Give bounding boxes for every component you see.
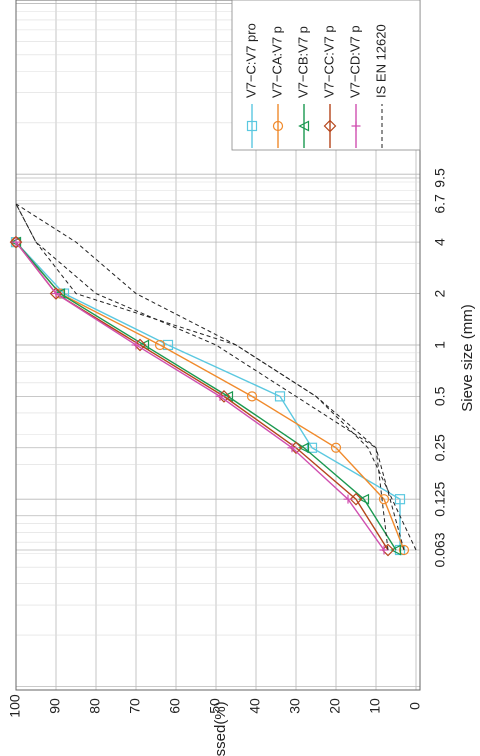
y-tick-label: 80 [87, 698, 103, 714]
x-tick-label: 0.25 [432, 434, 448, 461]
y-tick-label: 40 [247, 698, 263, 714]
data-point [323, 119, 337, 133]
y-axis-ticks: 0 10 20 30 40 50 60 70 80 90 100 [7, 694, 423, 718]
y-tick-label: 30 [287, 698, 303, 714]
data-point [274, 391, 286, 402]
x-tick-label: 4 [432, 238, 448, 246]
x-tick-label: 6.7 [432, 194, 448, 214]
data-point [330, 442, 342, 453]
legend: V7−C:V7 pro V7−CA:V7 p V7−CB:V7 p V7−CC:V7 … [231, 0, 421, 151]
x-tick-label: 0.063 [432, 532, 448, 567]
data-point [131, 340, 141, 350]
legend-label: V7−CC:V7 p [321, 25, 336, 98]
legend-label: IS EN 12620 [373, 24, 388, 98]
y-tick-label: 90 [47, 698, 63, 714]
y-tick-label: 100 [7, 694, 23, 718]
data-point [349, 492, 363, 506]
series [11, 237, 389, 555]
series-line [15, 203, 405, 551]
x-tick-label: 0.125 [432, 481, 448, 516]
legend-label: V7−CB:V7 p [295, 26, 310, 98]
data-point [9, 235, 23, 249]
y-tick-label: 50 [207, 698, 223, 714]
y-tick-label: 20 [327, 698, 343, 714]
data-point [11, 237, 21, 247]
legend-label: V7−CA:V7 p [269, 26, 284, 98]
data-point [358, 493, 370, 505]
x-tick-label: 2 [432, 289, 448, 297]
data-point [351, 121, 361, 131]
y-tick-label: 10 [367, 698, 383, 714]
series-layer [9, 203, 417, 557]
x-tick-label: 0.5 [432, 386, 448, 406]
data-point [394, 494, 406, 505]
y-tick-label: 60 [167, 698, 183, 714]
y-tick-label: 0 [407, 702, 423, 710]
x-tick-label: 1 [432, 341, 448, 349]
series [15, 203, 405, 551]
data-point [154, 339, 166, 351]
x-tick-label: 9.5 [432, 168, 448, 188]
plot-frame [15, 0, 421, 691]
data-point [379, 545, 389, 555]
data-point [343, 494, 353, 504]
data-point [298, 120, 310, 132]
legend-label: V7−C:V7 pro [243, 23, 258, 98]
data-point [306, 442, 318, 453]
data-point [246, 391, 258, 402]
data-point [390, 544, 402, 556]
x-axis-ticks: 0.063 0.125 0.25 0.5 1 2 4 6.7 9.5 [432, 168, 448, 567]
legend-label: V7−CD:V7 p [347, 25, 362, 98]
data-point [287, 443, 297, 453]
data-point [49, 287, 63, 300]
data-point [51, 289, 61, 299]
data-point [215, 391, 225, 401]
data-point [272, 120, 284, 132]
data-point [378, 494, 390, 505]
y-tick-label: 70 [127, 698, 143, 714]
data-point [246, 120, 258, 132]
x-axis-title: Sieve size (mm) [459, 304, 476, 412]
data-point [398, 544, 410, 556]
data-point [298, 442, 310, 454]
y-axis-title: Passed(%) [212, 701, 229, 756]
